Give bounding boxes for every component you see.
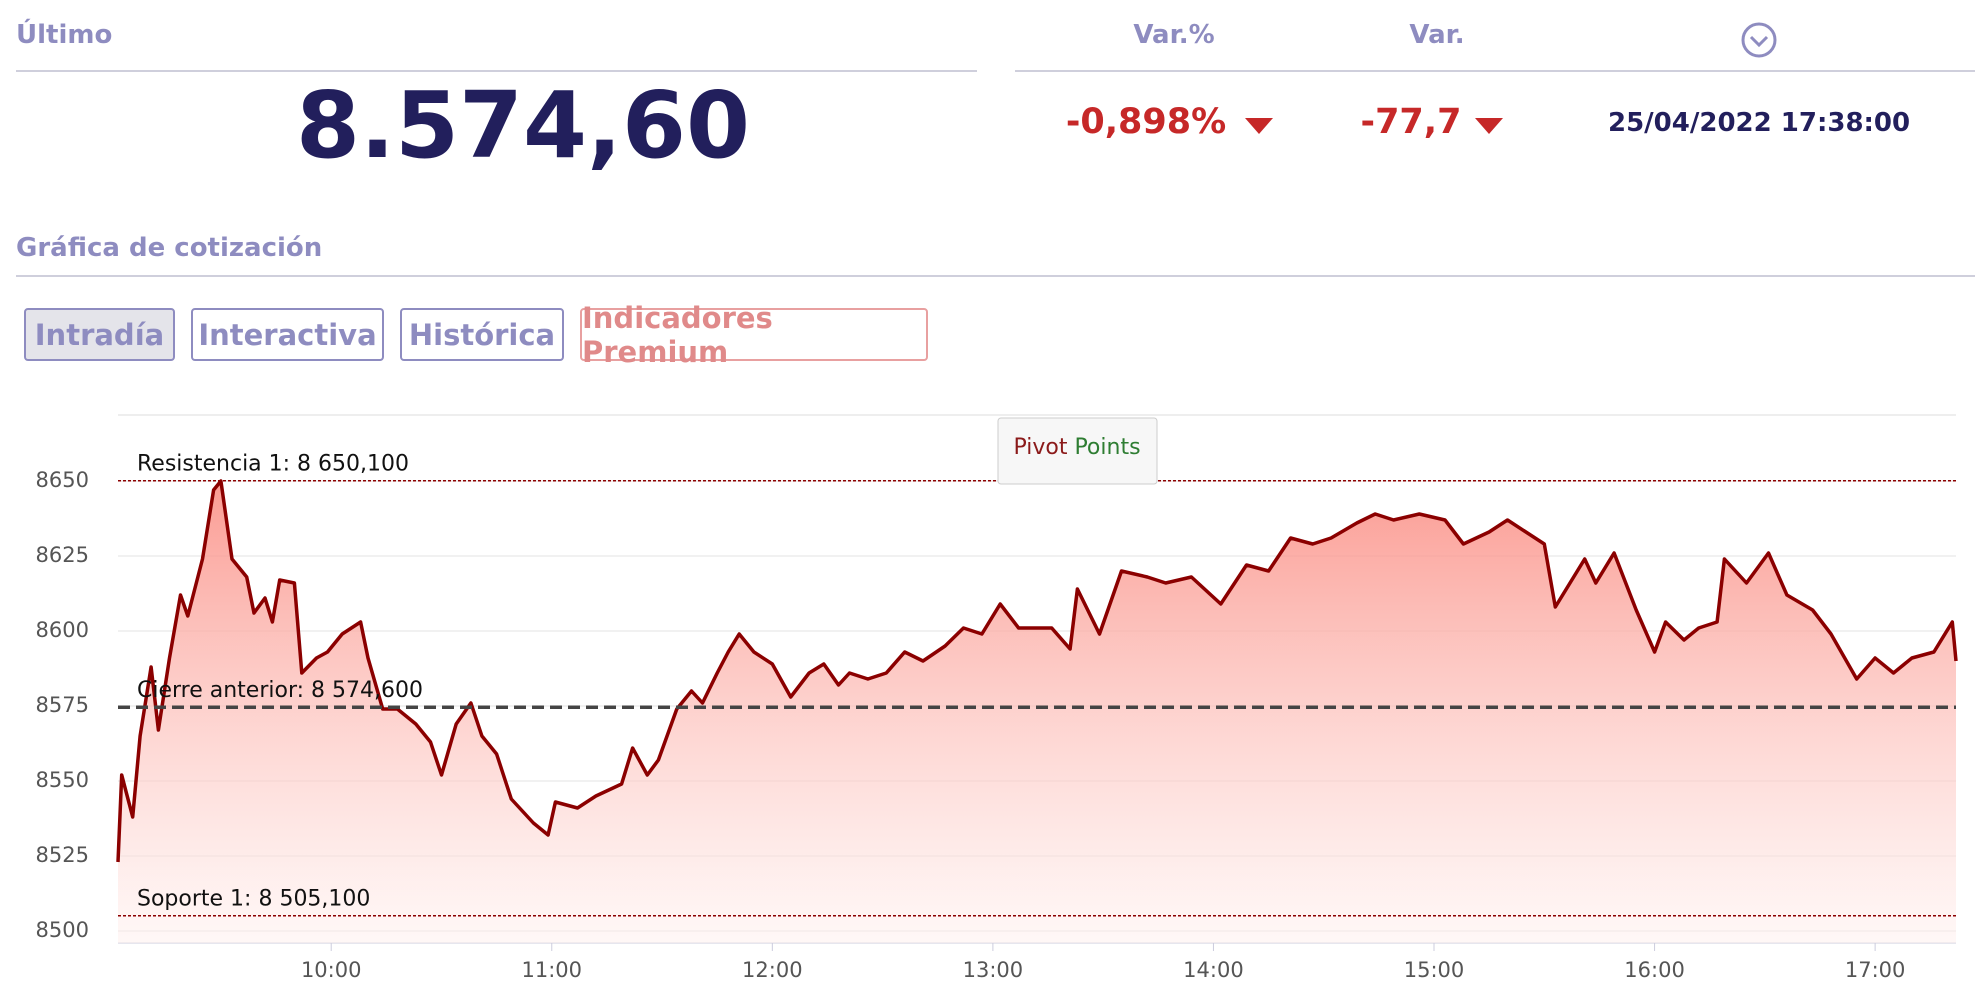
expand-icon[interactable] xyxy=(1740,21,1778,59)
x-tick-label: 11:00 xyxy=(522,958,583,982)
y-tick-label: 8500 xyxy=(36,918,89,942)
price-line xyxy=(116,479,1958,863)
pivot-label: Cierre anterior: 8 574,600 xyxy=(137,678,423,703)
last-value: 8.574,60 xyxy=(296,72,750,179)
section-title: Gráfica de cotización xyxy=(16,233,323,263)
pivot-label: Soporte 1: 8 505,100 xyxy=(137,887,370,912)
x-tick-label: 16:00 xyxy=(1624,958,1685,982)
last-label: Último xyxy=(16,20,113,50)
y-tick-label: 8625 xyxy=(36,543,89,567)
y-tick-label: 8550 xyxy=(36,768,89,792)
x-tick-label: 13:00 xyxy=(963,958,1024,982)
varpct-label: Var.% xyxy=(1133,20,1215,50)
x-tick-label: 10:00 xyxy=(301,958,362,982)
datetime: 25/04/2022 17:38:00 xyxy=(1608,108,1911,138)
pivot-label: Resistencia 1: 8 650,100 xyxy=(137,452,409,477)
y-tick-label: 8525 xyxy=(36,843,89,867)
x-tick-label: 15:00 xyxy=(1404,958,1465,982)
divider xyxy=(1015,70,1975,72)
x-tick-label: 14:00 xyxy=(1183,958,1244,982)
legend-box xyxy=(997,417,1158,485)
y-tick-label: 8650 xyxy=(36,468,89,492)
varpct: -0,898% xyxy=(1065,102,1227,142)
legend-title: Pivot Points xyxy=(1013,435,1140,460)
legend-word: Points xyxy=(1074,435,1140,460)
tab[interactable]: Interactiva xyxy=(191,308,384,361)
down-arrow xyxy=(1245,118,1273,134)
x-tick-label: 17:00 xyxy=(1845,958,1906,982)
tab[interactable]: Intradía xyxy=(24,308,175,361)
divider xyxy=(16,275,1975,277)
y-tick-label: 8600 xyxy=(36,618,89,642)
divider xyxy=(16,70,977,72)
down-arrow xyxy=(1475,118,1503,134)
area xyxy=(118,481,1956,943)
tab[interactable]: Histórica xyxy=(400,308,564,361)
y-tick-label: 8575 xyxy=(36,693,89,717)
var: -77,7 xyxy=(1360,102,1462,142)
legend-word: Pivot xyxy=(1013,435,1067,460)
x-tick-label: 12:00 xyxy=(742,958,803,982)
var-label: Var. xyxy=(1409,20,1465,50)
